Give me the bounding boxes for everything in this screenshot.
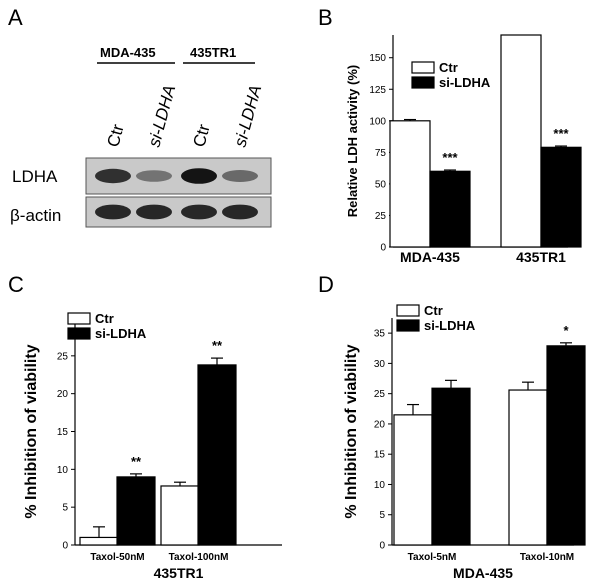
legend-label: Ctr [439,60,458,75]
legend-swatch [411,76,435,89]
blot-lane-label: Ctr [190,122,214,149]
y-tick-label: 75 [375,148,387,159]
y-tick-label: 100 [369,116,386,127]
blot-row-label-actin: β-actin [10,206,61,225]
significance-label: *** [442,150,458,165]
blot-band [222,170,258,182]
panel-d-letter: D [318,272,334,297]
y-tick-label: 25 [375,211,387,222]
bar [116,476,156,546]
y-tick-label: 15 [57,427,69,438]
blot-band [95,204,131,220]
y-tick-label: 30 [374,359,386,370]
legend-swatch [411,61,435,74]
y-tick-label: 10 [57,465,69,476]
panel-b-letter: B [318,5,333,30]
x-axis-label: 435TR1 [154,565,204,581]
significance-label: * [563,323,569,338]
panel-d-viability-mda435-chart: D 0 5 10 15 20 25 30 35 % Inhibition of viabilit… [318,272,586,581]
y-tick-label: 0 [379,541,385,552]
y-tick-label: 10 [374,480,386,491]
category-label: 435TR1 [516,249,566,265]
y-tick-label: 50 [375,179,387,190]
bar [500,34,542,248]
blot-group-label-1: MDA-435 [100,45,156,60]
bar [540,146,582,248]
blot-band [181,168,217,184]
category-label: Taxol-5nM [408,552,457,563]
x-axis-label: MDA-435 [453,565,513,581]
blot-row-label-ldha: LDHA [12,167,58,186]
legend-label: Ctr [424,303,443,318]
bar [389,120,431,248]
y-tick-label: 5 [62,503,68,514]
bar [508,389,548,546]
y-axis-label: Relative LDH activity (%) [345,65,360,217]
y-tick-label: 20 [374,419,386,430]
category-label: MDA-435 [400,249,460,265]
legend-swatch [396,319,420,332]
panel-c-letter: C [8,272,24,297]
blot-band [95,168,131,184]
category-label: Taxol-100nM [169,552,229,563]
legend-swatch [396,304,420,317]
blot-band [136,170,172,182]
significance-label: *** [553,126,569,141]
y-tick-label: 25 [57,351,69,362]
y-axis-label: % Inhibition of viability [343,344,360,518]
bar [197,364,237,546]
blot-group-label-2: 435TR1 [190,45,236,60]
panel-a-letter: A [8,5,23,30]
blot-lane-label: Ctr [104,122,128,149]
legend-swatch [67,327,91,340]
y-tick-label: 25 [374,389,386,400]
y-tick-label: 35 [374,329,386,340]
panel-b-ldh-activity-chart: B 0 25 50 75 100 125 150 Relative LDH activity … [318,5,582,265]
legend-label: si-LDHA [424,318,476,333]
y-tick-label: 5 [379,510,385,521]
bar [429,170,471,248]
y-tick-label: 125 [369,85,386,96]
legend-label: Ctr [95,311,114,326]
bar [79,536,119,546]
blot-lane-label: si-LDHA [231,83,266,149]
category-label: Taxol-10nM [520,552,574,563]
bar [160,485,200,546]
significance-label: ** [212,338,223,353]
blot-band [222,204,258,220]
panel-a-western-blot: A MDA-435 435TR1 Ctr si-LDHA Ctr si-LDHA LD… [8,5,272,228]
y-tick-label: 0 [380,243,386,254]
blot-band [181,204,217,220]
legend-label: si-LDHA [95,326,147,341]
y-tick-label: 20 [57,389,69,400]
y-axis-label: % Inhibition of viability [23,344,40,518]
bar [546,345,586,546]
category-label: Taxol-50nM [90,552,144,563]
y-tick-label: 15 [374,450,386,461]
significance-label: ** [131,454,142,469]
panel-c-viability-435tr1-chart: C 0 5 10 15 20 25 % Inhibition of viability Tax… [8,272,282,581]
legend-label: si-LDHA [439,75,491,90]
bar [431,387,471,546]
y-tick-label: 150 [369,53,386,64]
y-tick-label: 0 [62,541,68,552]
bar [393,414,433,546]
legend-swatch [67,312,91,325]
blot-band [136,204,172,220]
blot-lane-label: si-LDHA [145,83,180,149]
